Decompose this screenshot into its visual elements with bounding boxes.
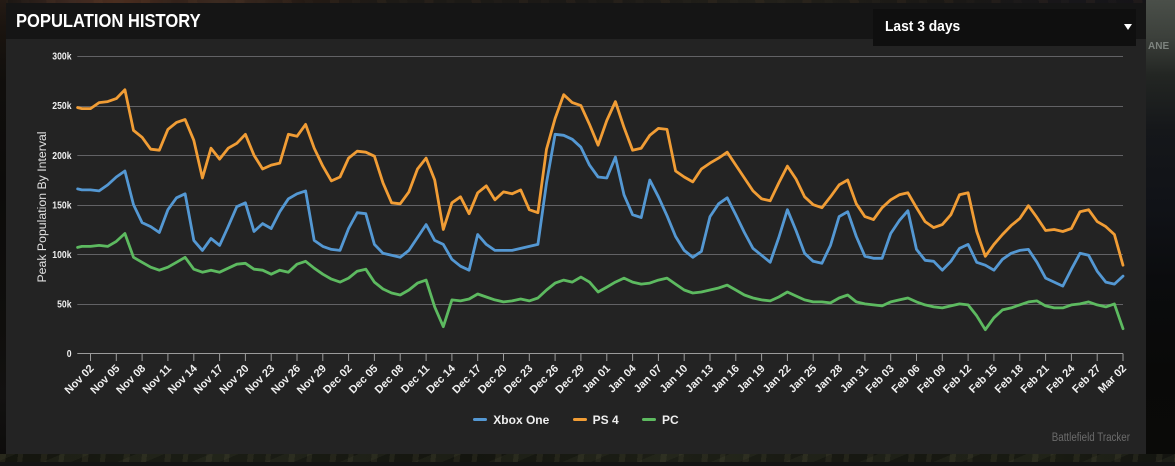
svg-text:Jan 13: Jan 13 (683, 363, 716, 396)
svg-text:250k: 250k (52, 100, 71, 112)
svg-text:150k: 150k (52, 199, 71, 211)
svg-text:0: 0 (67, 348, 72, 360)
svg-text:Dec 08: Dec 08 (373, 363, 407, 397)
svg-text:Jan 19: Jan 19 (735, 363, 768, 396)
svg-text:Jan 25: Jan 25 (787, 363, 820, 396)
svg-text:Jan 01: Jan 01 (580, 363, 613, 396)
svg-text:300k: 300k (52, 51, 71, 63)
svg-text:Dec 29: Dec 29 (553, 363, 587, 397)
svg-text:50k: 50k (57, 299, 72, 311)
svg-text:200k: 200k (52, 150, 71, 162)
svg-text:Jan 28: Jan 28 (813, 363, 846, 396)
svg-text:Jan 16: Jan 16 (709, 363, 742, 396)
svg-text:Peak Population By Interval: Peak Population By Interval (35, 131, 49, 282)
svg-text:Jan 10: Jan 10 (658, 363, 691, 396)
svg-text:Jan 07: Jan 07 (632, 363, 665, 396)
svg-text:Jan 22: Jan 22 (761, 363, 794, 396)
svg-text:Mar 02: Mar 02 (1096, 363, 1129, 396)
svg-text:100k: 100k (52, 249, 71, 261)
